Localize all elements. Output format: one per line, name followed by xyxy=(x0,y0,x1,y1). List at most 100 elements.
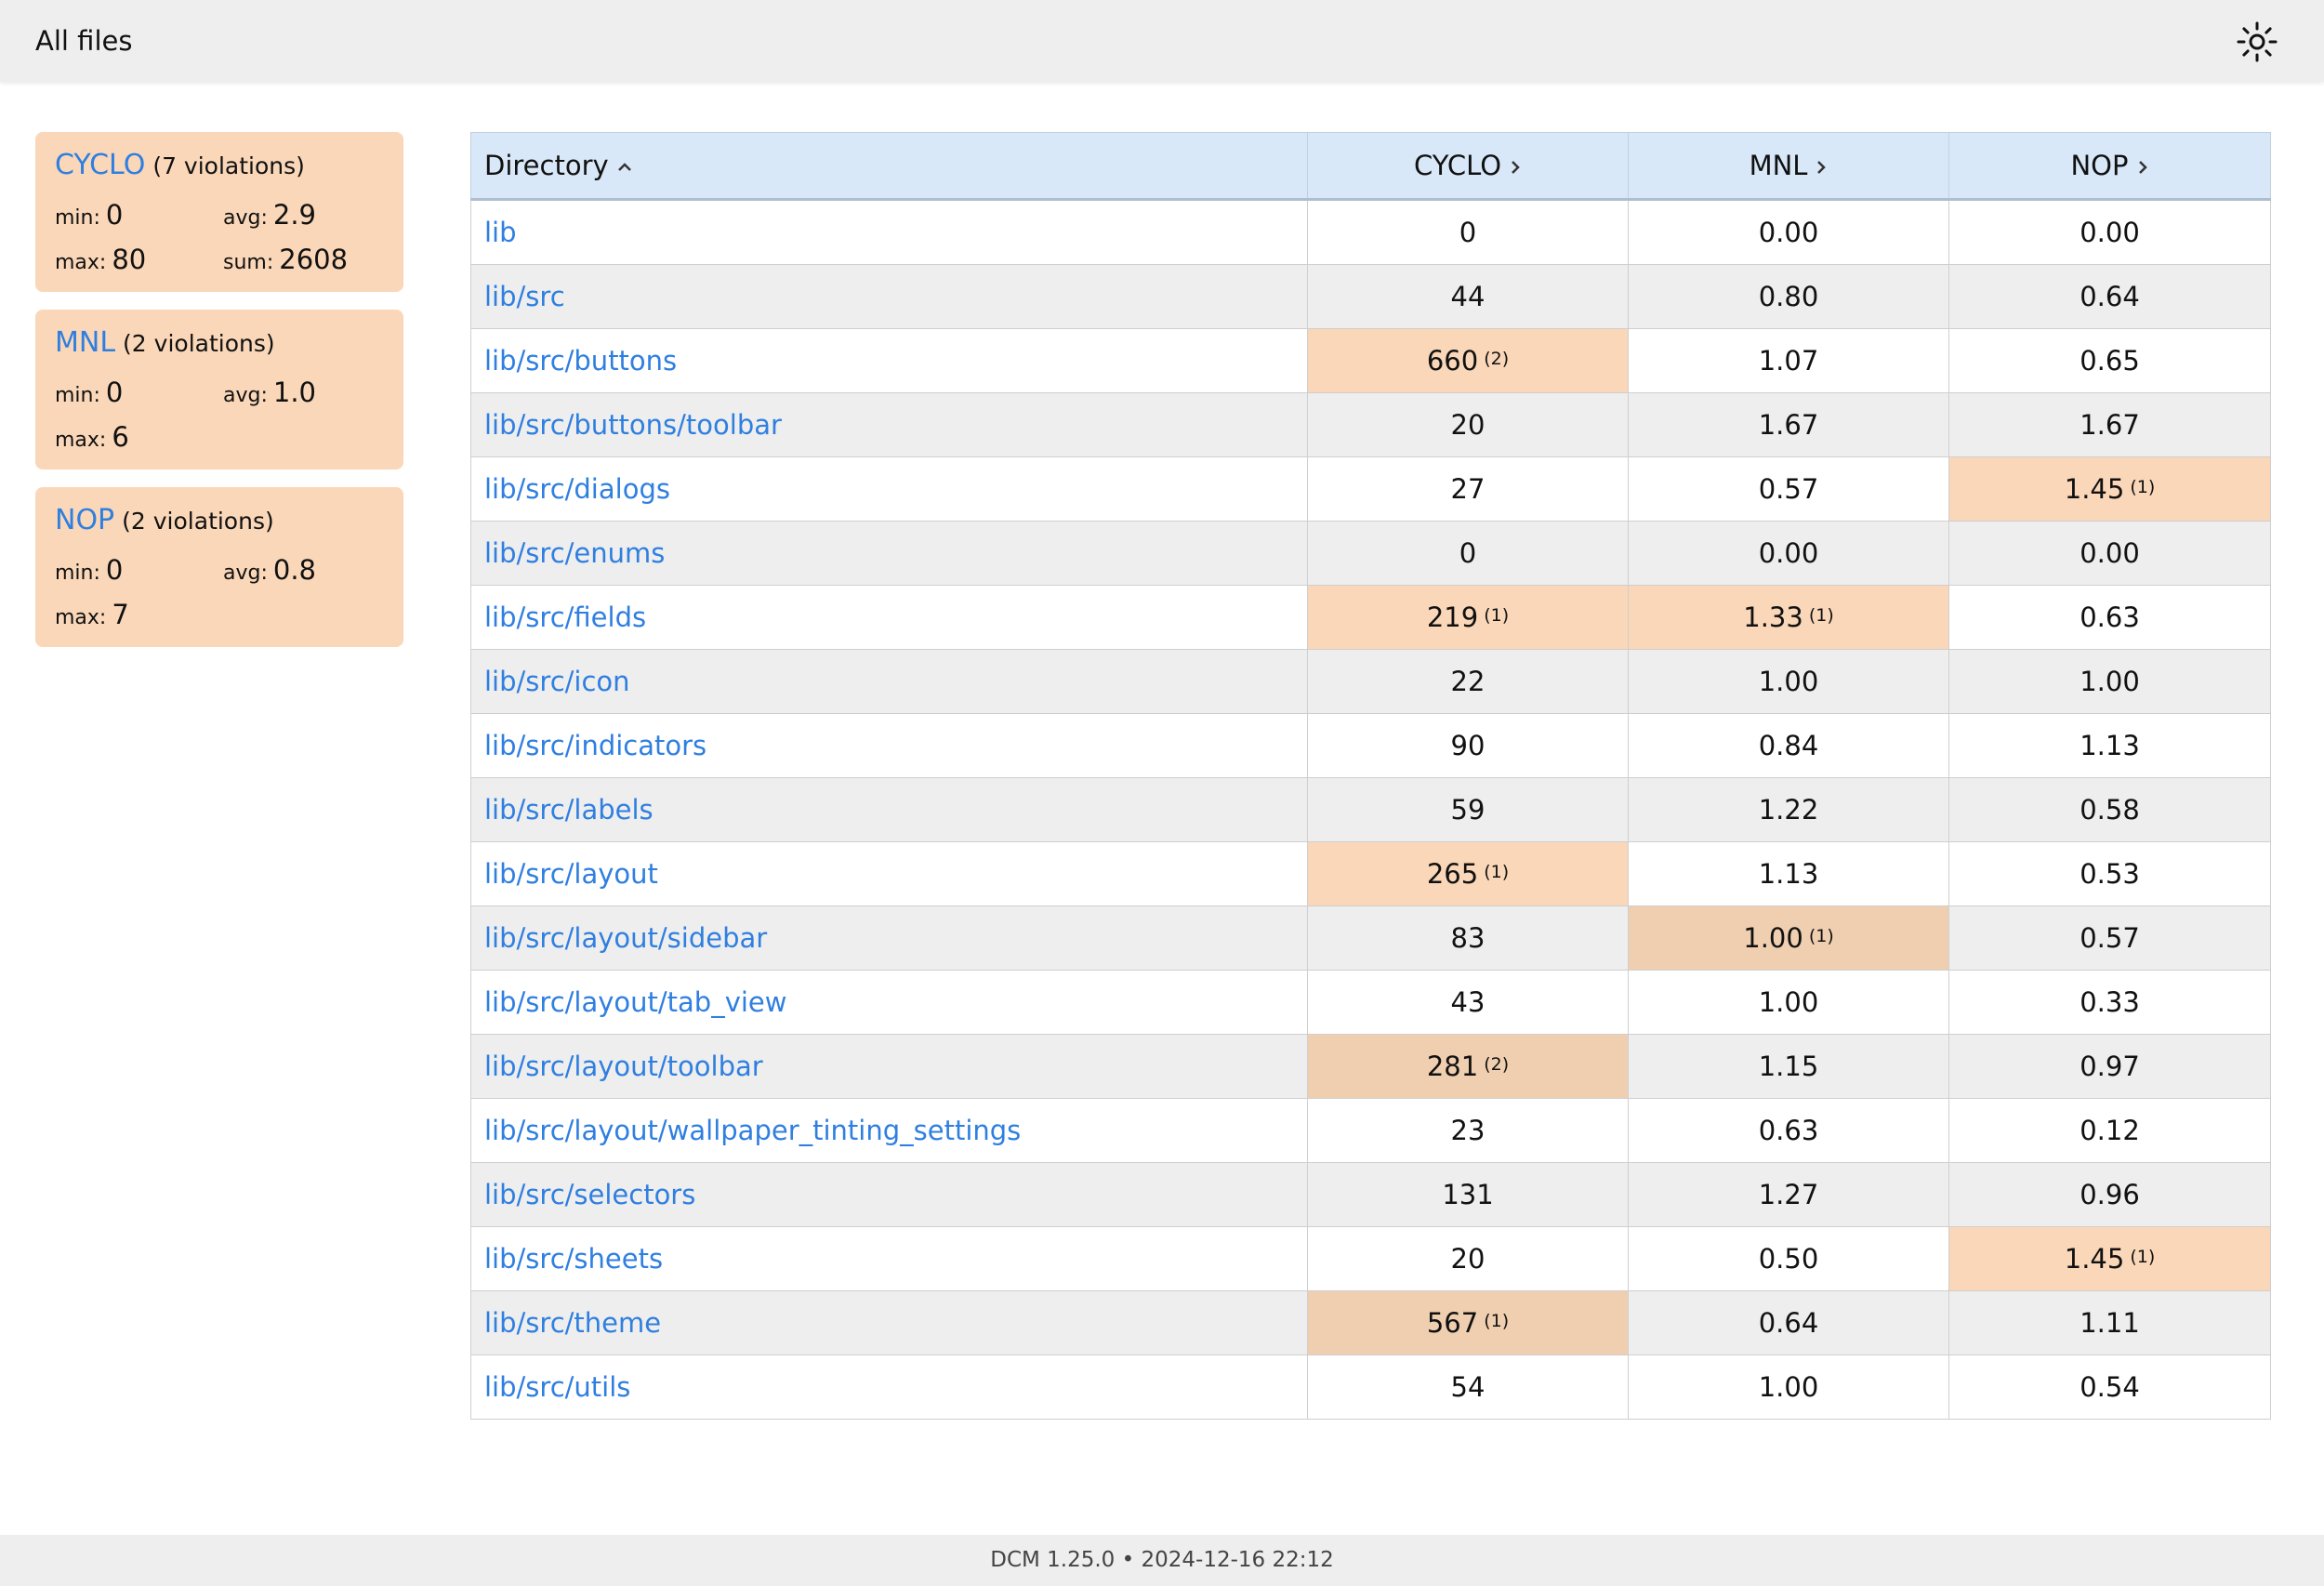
nop-value: 0.53 xyxy=(2080,858,2140,890)
cell-directory: lib/src/buttons/toolbar xyxy=(470,392,1308,457)
directory-link[interactable]: lib/src/layout/tab_view xyxy=(484,986,787,1018)
nop-value: 0.97 xyxy=(2080,1051,2140,1082)
table-row: lib/src/utils 54 1.00 0.54 xyxy=(470,1355,2271,1420)
cyclo-value: 0 xyxy=(1459,537,1477,569)
table-row: lib/src/layout 265 (1) 1.13 0.53 xyxy=(470,841,2271,906)
cell-mnl: 0.50 xyxy=(1628,1226,1949,1291)
stat-avg: avg: 1.0 xyxy=(223,377,317,408)
cell-nop: 1.00 xyxy=(1948,649,2271,714)
metrics-summary-sidebar: CYCLO (7 violations) min: 0 avg: 2.9 max: 80… xyxy=(35,132,403,665)
sun-icon xyxy=(2237,21,2278,62)
column-header-mnl[interactable]: MNL xyxy=(1628,132,1949,201)
cyclo-value: 59 xyxy=(1450,794,1486,826)
mnl-value: 0.63 xyxy=(1758,1115,1819,1146)
violation-count: (1) xyxy=(1484,1311,1510,1331)
directory-link[interactable]: lib/src/buttons/toolbar xyxy=(484,409,782,441)
cell-mnl: 1.22 xyxy=(1628,777,1949,842)
cell-directory: lib/src/icon xyxy=(470,649,1308,714)
table-row: lib/src/dialogs 27 0.57 1.45 (1) xyxy=(470,456,2271,522)
cell-directory: lib xyxy=(470,199,1308,265)
mnl-value: 0.64 xyxy=(1758,1307,1819,1339)
directory-link[interactable]: lib/src/layout xyxy=(484,858,658,890)
directory-link[interactable]: lib/src/icon xyxy=(484,666,630,697)
cell-cyclo: 44 xyxy=(1307,264,1629,329)
directory-link[interactable]: lib/src/theme xyxy=(484,1307,662,1339)
table-row: lib/src/buttons/toolbar 20 1.67 1.67 xyxy=(470,392,2271,457)
directory-link[interactable]: lib/src/sheets xyxy=(484,1243,664,1275)
directory-link[interactable]: lib/src/enums xyxy=(484,537,666,569)
cell-nop: 0.54 xyxy=(1948,1355,2271,1420)
mnl-value: 0.00 xyxy=(1758,537,1819,569)
metric-link-nop[interactable]: NOP xyxy=(55,504,115,536)
cell-cyclo: 22 xyxy=(1307,649,1629,714)
cell-directory: lib/src/layout xyxy=(470,841,1308,906)
cell-mnl: 0.80 xyxy=(1628,264,1949,329)
directory-link[interactable]: lib/src/layout/wallpaper_tinting_setting… xyxy=(484,1115,1022,1146)
violation-count: (1) xyxy=(2130,1247,2156,1267)
cell-mnl: 0.84 xyxy=(1628,713,1949,778)
column-header-cyclo[interactable]: CYCLO xyxy=(1307,132,1629,201)
directory-link[interactable]: lib/src/indicators xyxy=(484,730,707,761)
table-row: lib/src/fields 219 (1) 1.33 (1) 0.63 xyxy=(470,585,2271,650)
footer: DCM 1.25.0 • 2024-12-16 22:12 xyxy=(0,1535,2324,1586)
cell-mnl: 0.00 xyxy=(1628,521,1949,586)
page-title: All files xyxy=(35,25,133,57)
cell-cyclo: 59 xyxy=(1307,777,1629,842)
metric-link-mnl[interactable]: MNL xyxy=(55,326,116,359)
cell-nop: 1.67 xyxy=(1948,392,2271,457)
cell-directory: lib/src/layout/sidebar xyxy=(470,905,1308,971)
table-row: lib/src/indicators 90 0.84 1.13 xyxy=(470,713,2271,778)
violation-count: (2) xyxy=(1484,349,1510,369)
directory-link[interactable]: lib/src/layout/toolbar xyxy=(484,1051,763,1082)
violation-count: (1) xyxy=(1484,605,1510,626)
cell-nop: 0.97 xyxy=(1948,1034,2271,1099)
nop-value: 0.00 xyxy=(2080,217,2140,248)
cell-directory: lib/src/layout/toolbar xyxy=(470,1034,1308,1099)
cell-cyclo: 23 xyxy=(1307,1098,1629,1163)
summary-card-cyclo: CYCLO (7 violations) min: 0 avg: 2.9 max: 80… xyxy=(35,132,403,292)
cell-directory: lib/src/enums xyxy=(470,521,1308,586)
directory-link[interactable]: lib/src/buttons xyxy=(484,345,678,377)
mnl-value: 0.00 xyxy=(1758,217,1819,248)
directory-link[interactable]: lib/src xyxy=(484,281,565,312)
theme-toggle-button[interactable] xyxy=(2236,20,2278,63)
table-row: lib/src/selectors 131 1.27 0.96 xyxy=(470,1162,2271,1227)
cell-cyclo: 660 (2) xyxy=(1307,328,1629,393)
directory-link[interactable]: lib xyxy=(484,217,517,248)
cell-directory: lib/src/labels xyxy=(470,777,1308,842)
nop-value: 0.96 xyxy=(2080,1179,2140,1210)
directory-link[interactable]: lib/src/fields xyxy=(484,601,647,633)
table-row: lib/src/layout/sidebar 83 1.00 (1) 0.57 xyxy=(470,905,2271,971)
directory-link[interactable]: lib/src/utils xyxy=(484,1371,631,1403)
cell-mnl: 1.27 xyxy=(1628,1162,1949,1227)
nop-value: 0.64 xyxy=(2080,281,2140,312)
stat-sum: sum: 2608 xyxy=(223,244,349,275)
stat-avg: avg: 2.9 xyxy=(223,199,317,231)
metric-link-cyclo[interactable]: CYCLO xyxy=(55,149,146,181)
cyclo-value: 131 xyxy=(1442,1179,1494,1210)
directory-link[interactable]: lib/src/labels xyxy=(484,794,654,826)
cell-nop: 0.53 xyxy=(1948,841,2271,906)
directory-metrics-table: Directory CYCLO MNL NOP lib 0 0.00 0.00 lib/… xyxy=(470,132,2271,1420)
cyclo-value: 27 xyxy=(1450,473,1486,505)
cell-mnl: 1.15 xyxy=(1628,1034,1949,1099)
directory-link[interactable]: lib/src/selectors xyxy=(484,1179,696,1210)
cyclo-value: 281 xyxy=(1426,1051,1479,1082)
mnl-value: 1.27 xyxy=(1758,1179,1819,1210)
directory-link[interactable]: lib/src/dialogs xyxy=(484,473,670,505)
column-header-directory[interactable]: Directory xyxy=(470,132,1308,201)
cyclo-value: 660 xyxy=(1426,345,1479,377)
directory-link[interactable]: lib/src/layout/sidebar xyxy=(484,922,768,954)
cell-nop: 1.13 xyxy=(1948,713,2271,778)
nop-value: 0.58 xyxy=(2080,794,2140,826)
chevron-right-icon xyxy=(1512,161,1520,174)
column-header-nop[interactable]: NOP xyxy=(1948,132,2271,201)
mnl-value: 1.67 xyxy=(1758,409,1819,441)
violation-count: (1) xyxy=(2130,477,2156,497)
cell-directory: lib/src/indicators xyxy=(470,713,1308,778)
cell-directory: lib/src/utils xyxy=(470,1355,1308,1420)
nop-value: 1.00 xyxy=(2080,666,2140,697)
cell-directory: lib/src/layout/wallpaper_tinting_setting… xyxy=(470,1098,1308,1163)
stat-avg: avg: 0.8 xyxy=(223,554,317,586)
cell-cyclo: 265 (1) xyxy=(1307,841,1629,906)
